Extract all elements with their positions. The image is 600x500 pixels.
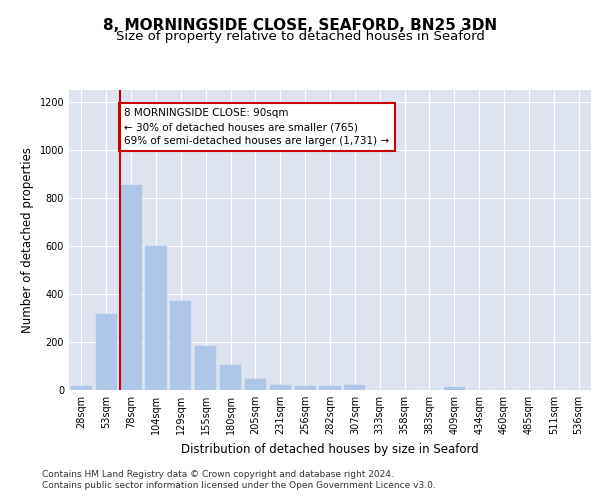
Text: Size of property relative to detached houses in Seaford: Size of property relative to detached ho… [116,30,484,43]
Text: 8, MORNINGSIDE CLOSE, SEAFORD, BN25 3DN: 8, MORNINGSIDE CLOSE, SEAFORD, BN25 3DN [103,18,497,32]
Bar [220,365,241,390]
Bar [319,386,341,390]
Text: Contains HM Land Registry data © Crown copyright and database right 2024.: Contains HM Land Registry data © Crown c… [42,470,394,479]
Bar [270,385,291,390]
Bar [71,386,92,390]
Bar [195,346,216,390]
Bar [295,386,316,390]
X-axis label: Distribution of detached houses by size in Seaford: Distribution of detached houses by size … [181,442,479,456]
Bar [170,301,191,390]
Bar [344,385,365,390]
Bar [96,314,117,390]
Bar [444,387,465,390]
Bar [121,185,142,390]
Text: Contains public sector information licensed under the Open Government Licence v3: Contains public sector information licen… [42,481,436,490]
Bar [145,246,167,390]
Bar [245,379,266,390]
Text: 8 MORNINGSIDE CLOSE: 90sqm
← 30% of detached houses are smaller (765)
69% of sem: 8 MORNINGSIDE CLOSE: 90sqm ← 30% of deta… [124,108,389,146]
Y-axis label: Number of detached properties: Number of detached properties [21,147,34,333]
